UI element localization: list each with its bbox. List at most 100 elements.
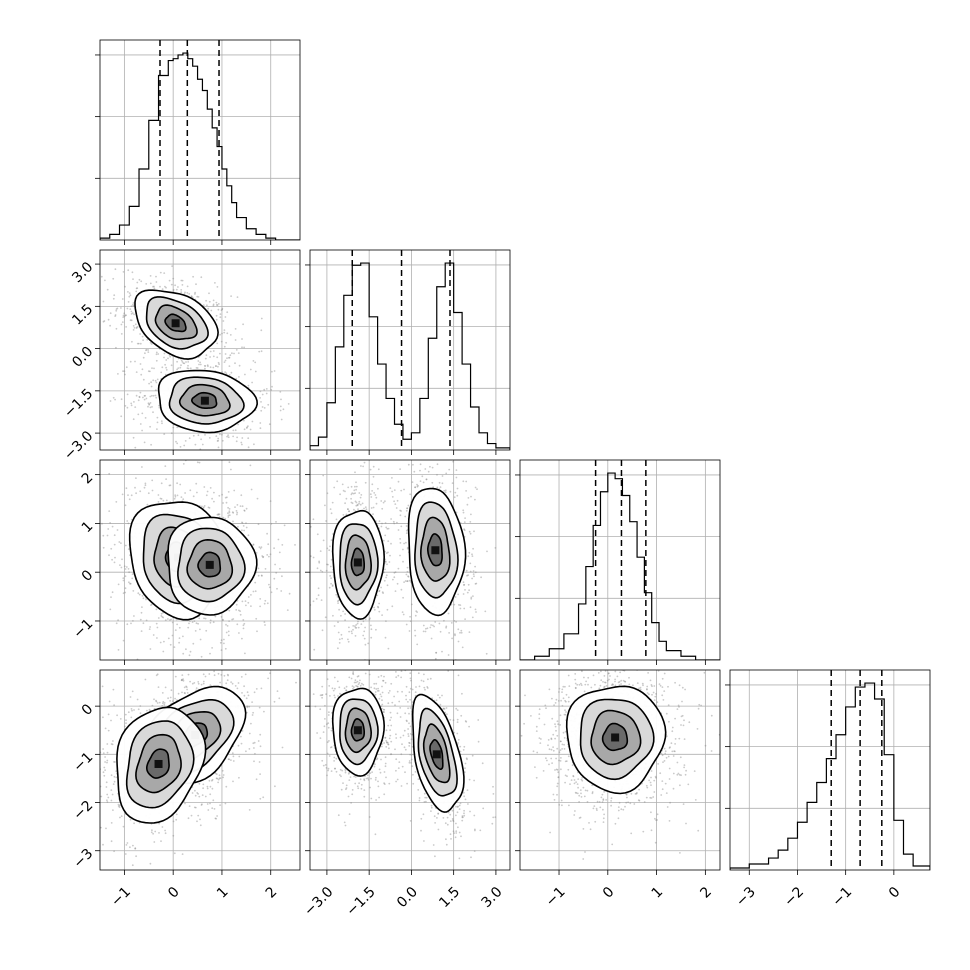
scatter-point xyxy=(225,501,228,504)
scatter-point xyxy=(243,509,246,512)
scatter-point xyxy=(426,627,429,630)
scatter-point xyxy=(480,576,482,579)
scatter-point xyxy=(470,513,472,516)
scatter-point xyxy=(160,612,163,615)
scatter-point xyxy=(137,592,140,595)
scatter-point xyxy=(195,283,197,286)
scatter-point xyxy=(229,354,232,357)
density-peak xyxy=(171,319,180,328)
scatter-point xyxy=(313,398,315,400)
scatter-point xyxy=(200,655,203,658)
scatter-point xyxy=(181,674,184,676)
scatter-point xyxy=(463,583,466,586)
scatter-point xyxy=(260,546,263,548)
scatter-point xyxy=(180,359,183,362)
scatter-point xyxy=(247,694,250,697)
scatter-point xyxy=(430,637,433,640)
scatter-point xyxy=(176,426,179,429)
scatter-point xyxy=(203,486,206,488)
scatter-point xyxy=(354,635,357,637)
scatter-point xyxy=(186,692,189,694)
scatter-point xyxy=(214,282,216,284)
scatter-point xyxy=(218,494,221,497)
scatter-point xyxy=(274,785,276,788)
scatter-point xyxy=(176,360,179,363)
scatter-point xyxy=(194,789,196,792)
scatter-point xyxy=(221,433,223,436)
scatter-point xyxy=(209,802,211,805)
scatter-point xyxy=(253,747,255,749)
scatter-point xyxy=(178,637,181,639)
scatter-point xyxy=(399,554,401,557)
scatter-point xyxy=(241,692,243,694)
scatter-point xyxy=(131,690,134,693)
scatter-point xyxy=(243,622,246,625)
scatter-point xyxy=(259,427,262,430)
scatter-point xyxy=(126,623,129,626)
scatter-point xyxy=(258,706,261,709)
scatter-point xyxy=(216,356,219,359)
scatter-point xyxy=(365,508,368,511)
scatter-point xyxy=(124,587,127,590)
scatter-point xyxy=(485,652,488,655)
scatter-point xyxy=(95,853,97,855)
scatter-point xyxy=(256,497,259,500)
scatter-point xyxy=(431,429,433,431)
scatter-point xyxy=(182,679,185,682)
scatter-point xyxy=(356,504,359,507)
scatter-point xyxy=(338,642,341,644)
scatter-point xyxy=(204,367,206,370)
scatter-point xyxy=(181,679,183,682)
scatter-point xyxy=(94,792,96,794)
scatter-point xyxy=(338,608,340,611)
scatter-point xyxy=(396,582,399,585)
scatter-point xyxy=(255,688,258,690)
scatter-point xyxy=(100,275,103,278)
scatter-point xyxy=(59,278,61,280)
scatter-point xyxy=(270,522,273,525)
scatter-point xyxy=(232,512,235,514)
scatter-point xyxy=(160,420,163,422)
scatter-point xyxy=(459,631,461,634)
scatter-point xyxy=(226,625,229,627)
scatter-point xyxy=(443,489,446,492)
scatter-point xyxy=(230,295,233,297)
scatter-point xyxy=(448,695,450,697)
scatter-point xyxy=(169,643,172,646)
scatter-point xyxy=(266,554,269,556)
scatter-point xyxy=(251,420,254,423)
scatter-point xyxy=(143,441,146,444)
scatter-point xyxy=(227,514,230,517)
scatter-point xyxy=(462,480,465,483)
scatter-point xyxy=(394,590,397,592)
histogram-step-0 xyxy=(100,52,300,240)
scatter-point xyxy=(243,685,246,688)
scatter-point xyxy=(224,517,227,520)
scatter-point xyxy=(250,722,252,725)
panel-frame xyxy=(99,459,301,661)
scatter-point xyxy=(219,777,222,779)
scatter-point xyxy=(202,682,205,685)
scatter-point xyxy=(142,396,144,399)
scatter-point xyxy=(213,670,216,673)
scatter-point xyxy=(118,541,121,543)
scatter-point xyxy=(152,394,155,397)
scatter-point xyxy=(414,634,417,637)
scatter-point xyxy=(174,494,177,497)
scatter-point xyxy=(450,622,453,624)
scatter-point xyxy=(467,583,470,586)
scatter-point xyxy=(377,605,379,608)
scatter-point xyxy=(157,686,160,688)
scatter-point xyxy=(472,547,474,550)
scatter-point xyxy=(241,443,243,446)
scatter-point xyxy=(463,607,466,610)
scatter-point xyxy=(188,437,191,440)
scatter-point xyxy=(414,629,416,632)
scatter-point xyxy=(153,698,155,701)
scatter-point xyxy=(257,740,260,742)
scatter-point xyxy=(441,475,444,477)
scatter-point xyxy=(449,490,452,493)
scatter-point xyxy=(171,265,174,267)
scatter-point xyxy=(188,622,190,625)
scatter-point xyxy=(126,393,129,396)
